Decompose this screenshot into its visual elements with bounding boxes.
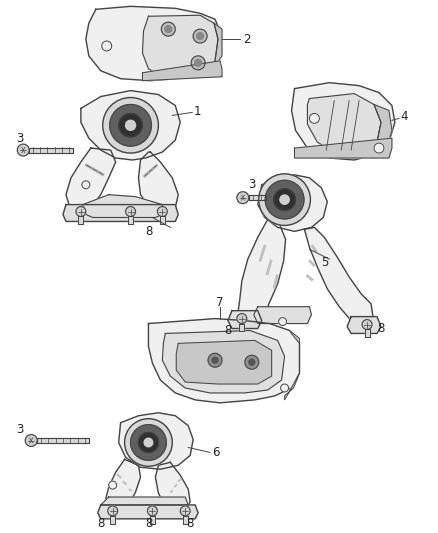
Polygon shape xyxy=(150,516,155,524)
Polygon shape xyxy=(160,216,165,224)
Polygon shape xyxy=(148,319,300,403)
Text: 8: 8 xyxy=(145,518,152,530)
Polygon shape xyxy=(285,330,300,400)
Circle shape xyxy=(237,192,249,204)
Polygon shape xyxy=(101,497,188,505)
Circle shape xyxy=(197,33,204,39)
Polygon shape xyxy=(292,83,395,160)
Circle shape xyxy=(212,357,218,363)
Polygon shape xyxy=(98,505,198,519)
Polygon shape xyxy=(240,324,244,332)
Circle shape xyxy=(148,506,157,516)
Polygon shape xyxy=(66,148,116,207)
Circle shape xyxy=(193,29,207,43)
Circle shape xyxy=(157,207,167,216)
Circle shape xyxy=(237,313,247,324)
Polygon shape xyxy=(249,195,266,200)
Circle shape xyxy=(245,356,259,369)
Circle shape xyxy=(362,320,372,329)
Circle shape xyxy=(82,181,90,189)
Text: 8: 8 xyxy=(377,322,385,335)
Circle shape xyxy=(191,56,205,70)
Circle shape xyxy=(274,189,296,211)
Circle shape xyxy=(165,26,172,33)
Polygon shape xyxy=(347,317,381,334)
Circle shape xyxy=(110,104,152,146)
Text: 2: 2 xyxy=(243,33,251,45)
Circle shape xyxy=(259,174,311,225)
Polygon shape xyxy=(138,152,178,209)
Circle shape xyxy=(102,41,112,51)
Circle shape xyxy=(126,207,135,216)
Polygon shape xyxy=(162,330,285,393)
Circle shape xyxy=(126,120,136,130)
Polygon shape xyxy=(183,516,188,524)
Text: 3: 3 xyxy=(248,178,255,191)
Text: 5: 5 xyxy=(321,256,329,269)
Text: 8: 8 xyxy=(97,518,104,530)
Polygon shape xyxy=(307,94,381,154)
Circle shape xyxy=(25,434,37,447)
Polygon shape xyxy=(29,148,73,152)
Circle shape xyxy=(281,384,289,392)
Circle shape xyxy=(108,506,118,516)
Circle shape xyxy=(180,506,190,516)
Circle shape xyxy=(109,481,117,489)
Text: 7: 7 xyxy=(216,296,224,309)
Circle shape xyxy=(279,318,286,326)
Text: 6: 6 xyxy=(212,446,219,459)
Circle shape xyxy=(194,59,201,66)
Circle shape xyxy=(309,114,319,123)
Circle shape xyxy=(76,207,86,216)
Polygon shape xyxy=(86,6,220,80)
Polygon shape xyxy=(294,138,392,158)
Polygon shape xyxy=(258,175,327,231)
Polygon shape xyxy=(63,205,178,221)
Text: 8: 8 xyxy=(224,324,232,337)
Circle shape xyxy=(144,438,153,447)
Polygon shape xyxy=(110,516,115,524)
Text: 8: 8 xyxy=(187,518,194,530)
Circle shape xyxy=(103,98,159,153)
Polygon shape xyxy=(238,220,286,320)
Polygon shape xyxy=(228,311,262,328)
Circle shape xyxy=(119,114,142,137)
Polygon shape xyxy=(304,228,373,324)
Polygon shape xyxy=(81,91,180,160)
Polygon shape xyxy=(176,341,272,384)
Circle shape xyxy=(124,419,172,466)
Polygon shape xyxy=(155,462,190,510)
Circle shape xyxy=(265,180,304,219)
Circle shape xyxy=(161,22,175,36)
Polygon shape xyxy=(128,216,133,224)
Text: 4: 4 xyxy=(401,110,408,123)
Polygon shape xyxy=(205,23,222,73)
Text: 8: 8 xyxy=(145,225,152,238)
Polygon shape xyxy=(254,306,311,324)
Circle shape xyxy=(249,359,255,365)
Circle shape xyxy=(208,353,222,367)
Polygon shape xyxy=(37,438,89,443)
Text: 1: 1 xyxy=(194,105,201,118)
Polygon shape xyxy=(361,104,392,158)
Circle shape xyxy=(374,143,384,153)
Polygon shape xyxy=(142,61,222,80)
Polygon shape xyxy=(78,216,83,224)
Polygon shape xyxy=(119,413,193,469)
Text: 3: 3 xyxy=(16,132,24,144)
Polygon shape xyxy=(106,459,141,509)
Text: 3: 3 xyxy=(16,423,24,436)
Circle shape xyxy=(138,432,159,453)
Circle shape xyxy=(17,144,29,156)
Polygon shape xyxy=(142,15,218,76)
Circle shape xyxy=(131,425,166,461)
Circle shape xyxy=(280,195,289,204)
Polygon shape xyxy=(83,195,162,217)
Polygon shape xyxy=(364,329,370,337)
